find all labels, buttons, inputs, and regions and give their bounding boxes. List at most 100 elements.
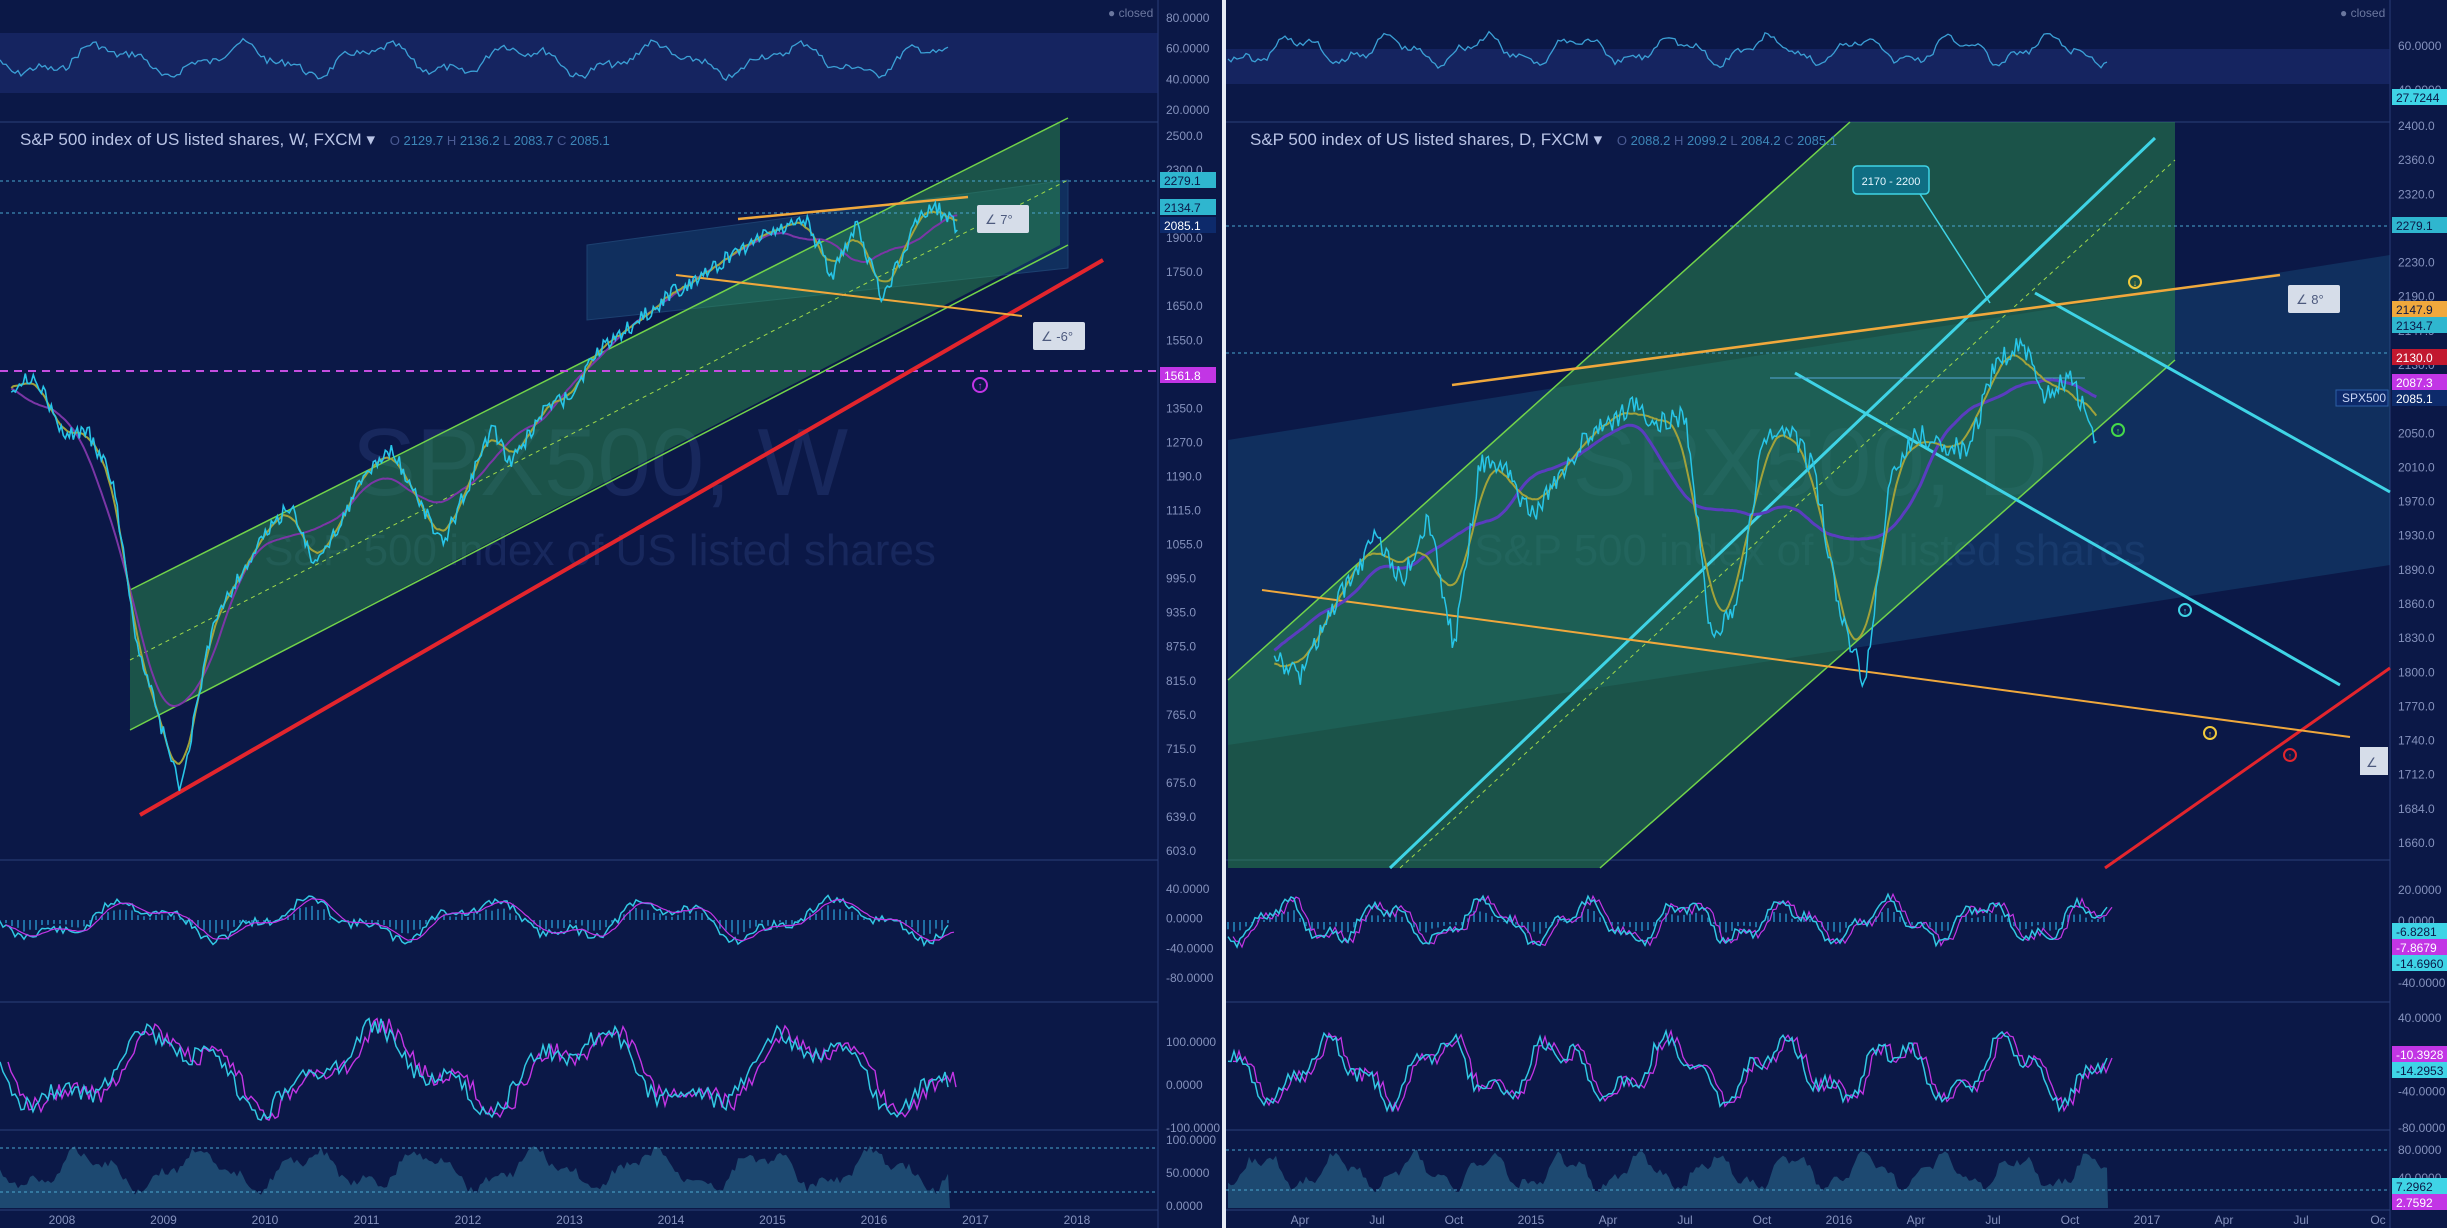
left-time-axis-label: 2014 — [658, 1213, 685, 1227]
left-osc2-axis-label: -100.0000 — [1166, 1121, 1220, 1135]
right-price-tag-2279: 2279.1 — [2396, 219, 2433, 233]
right-time-axis-label: Apr — [1907, 1213, 1926, 1227]
left-rsi-axis-label: 80.0000 — [1166, 11, 1210, 25]
left-price-tag-1561: 1561.8 — [1164, 369, 1201, 383]
left-price-pane[interactable] — [0, 117, 1158, 817]
right-regression-channel — [1228, 255, 2390, 745]
panel-splitter[interactable] — [1222, 0, 1226, 1228]
right-price-tag-2147-bg — [2392, 301, 2447, 317]
right-angle-label-8-box[interactable] — [2288, 285, 2340, 313]
left-ohlc-readout: O 2129.7 H 2136.2 L 2083.7 C 2085.1 — [389, 133, 610, 148]
right-osc3-tag-1: 7.2962 — [2396, 1180, 2433, 1194]
right-price-tag-2279-bg — [2392, 217, 2447, 233]
right-osc3-tag-1-bg — [2392, 1178, 2447, 1194]
right-price-axis-label: 2190.0 — [2398, 290, 2435, 304]
right-osc3-tag-2: 2.7592 — [2396, 1196, 2433, 1210]
right-osc3-axis-label: 80.0000 — [2398, 1143, 2442, 1157]
right-trend-cyan-rising — [1388, 136, 2157, 870]
right-circle-marker-arrow: ↑ — [2288, 751, 2293, 761]
left-rsi-axis-label: 60.0000 — [1166, 42, 1210, 56]
left-chart-title[interactable]: S&P 500 index of US listed shares, W, FX… — [20, 130, 362, 149]
left-price-axis-label: 995.0 — [1166, 572, 1196, 586]
left-price-tag-2085-bg — [1160, 217, 1216, 233]
left-rsi-band — [0, 33, 1158, 93]
left-chart-title-bar[interactable]: S&P 500 index of US listed shares, W, FX… — [20, 130, 610, 150]
right-price-tag-2147: 2147.9 — [2396, 303, 2433, 317]
right-time-axis-label: Oc — [2370, 1213, 2385, 1227]
right-price-tag-2134: 2134.7 — [2396, 319, 2433, 333]
right-osc2-tag-2: -14.2953 — [2396, 1064, 2444, 1078]
right-chart-title-bar[interactable]: S&P 500 index of US listed shares, D, FX… — [1250, 130, 1837, 150]
right-macd-axis-label: 20.0000 — [2398, 883, 2442, 897]
right-angle-label-8: ∠ 8° — [2296, 292, 2324, 307]
left-time-axis-label: 2016 — [861, 1213, 888, 1227]
right-price-axis-label: 1930.0 — [2398, 529, 2435, 543]
right-price-tag-2087-bg — [2392, 374, 2447, 390]
left-market-status: ● closed — [1108, 6, 1154, 20]
right-angle-tool-stub[interactable] — [2360, 747, 2388, 775]
right-circle-marker[interactable] — [2178, 603, 2192, 617]
left-price-axis-label: 675.0 — [1166, 776, 1196, 790]
left-angle-label-7-box[interactable] — [977, 205, 1029, 233]
left-osc3-axis-label: 100.0000 — [1166, 1133, 1216, 1147]
right-price-axis-label: 1684.0 — [2398, 802, 2435, 816]
right-osc2-axis-label: -40.0000 — [2398, 1084, 2446, 1098]
left-price-axis-label: 1350.0 — [1166, 401, 1203, 415]
left-watermark-symbol: SPX500, W — [352, 409, 849, 516]
right-rsi-band — [1226, 49, 2390, 84]
title-dropdown-icon[interactable]: ▾ — [366, 130, 375, 149]
right-circle-marker[interactable] — [2111, 423, 2125, 437]
right-time-axis-label: Jul — [2293, 1213, 2308, 1227]
left-osc3-axis-label: 0.0000 — [1166, 1199, 1203, 1213]
right-circle-marker[interactable] — [2128, 275, 2142, 289]
right-osc2-tag-2-bg — [2392, 1062, 2447, 1078]
right-price-axis-label: 2010.0 — [2398, 460, 2435, 474]
left-osc3-axis-label: 50.0000 — [1166, 1166, 1210, 1180]
right-time-axis-label: Apr — [2215, 1213, 2234, 1227]
left-angle-label-neg6-box[interactable] — [1033, 322, 1085, 350]
right-osc3-tag-2-bg — [2392, 1194, 2447, 1210]
left-price-line[interactable] — [10, 199, 958, 792]
left-time-axis-label: 2010 — [252, 1213, 279, 1227]
right-price-pane[interactable] — [1226, 121, 2391, 870]
right-time-axis-label: Oct — [1445, 1213, 1464, 1227]
right-circle-marker-arrow: ↓ — [2133, 278, 2138, 288]
right-price-tag-2085-bg — [2392, 390, 2447, 406]
right-trend-red — [2104, 666, 2391, 870]
right-price-tag-2085: 2085.1 — [2396, 392, 2433, 406]
left-price-tag-2085: 2085.1 — [1164, 219, 1201, 233]
right-macd-tag-2-bg — [2392, 939, 2447, 955]
right-price-line[interactable] — [1273, 336, 2097, 689]
right-price-tag-2134-bg — [2392, 317, 2447, 333]
left-macd-axis-label: 0.0000 — [1166, 912, 1203, 926]
right-osc3-area — [1228, 1149, 2108, 1208]
right-time-axis-label: 2015 — [1518, 1213, 1545, 1227]
right-circle-marker-arrow: ↑ — [2116, 426, 2121, 436]
left-time-axis-label: 2018 — [1064, 1213, 1091, 1227]
right-time-axis-label: Apr — [1599, 1213, 1618, 1227]
right-circle-marker[interactable] — [2283, 748, 2297, 762]
left-circle-marker[interactable] — [972, 377, 988, 393]
right-ohlc-readout: O 2088.2 H 2099.2 L 2084.2 C 2085.1 — [1616, 133, 1837, 148]
right-circle-marker[interactable] — [2203, 726, 2217, 740]
left-price-tag-2279: 2279.1 — [1164, 174, 1201, 188]
left-osc2-line — [0, 1017, 949, 1122]
left-time-axis-label: 2011 — [354, 1213, 380, 1227]
left-price-axis-label: 875.0 — [1166, 640, 1196, 654]
right-rsi-tag: 27.7244 — [2396, 91, 2440, 105]
right-callout-box[interactable] — [1852, 165, 1930, 195]
right-macd-tag-2: -7.8679 — [2396, 941, 2437, 955]
right-symbol-tag: SPX500 — [2342, 391, 2386, 405]
right-chart-title[interactable]: S&P 500 index of US listed shares, D, FX… — [1250, 130, 1589, 149]
left-price-axis-label: 603.0 — [1166, 844, 1196, 858]
left-price-axis-label: 935.0 — [1166, 606, 1196, 620]
right-macd-tag-3-bg — [2392, 955, 2447, 971]
left-price-axis-label: 2500.0 — [1166, 129, 1203, 143]
right-symbol-tag-bg — [2335, 389, 2389, 407]
left-rsi-axis-label: 40.0000 — [1166, 72, 1210, 86]
right-price-axis-label: 1770.0 — [2398, 699, 2435, 713]
left-price-axis-label: 639.0 — [1166, 810, 1196, 824]
title-dropdown-icon[interactable]: ▾ — [1593, 130, 1603, 149]
